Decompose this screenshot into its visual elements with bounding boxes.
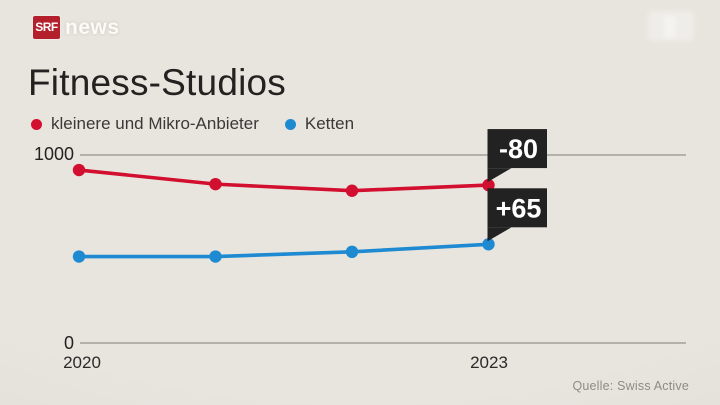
series-line-0: [77, 168, 491, 193]
source-caption: Quelle: Swiss Active: [572, 379, 689, 393]
x-axis-label-2023: 2023: [470, 353, 508, 372]
legend-dot-blue: [284, 118, 296, 130]
series-line-1: [77, 242, 491, 259]
callout-tail: [487, 227, 512, 242]
callout-label: +65: [496, 193, 542, 223]
page-title: Fitness-Studios: [28, 62, 286, 103]
chart-legend: kleinere und Mikro-Anbieter Ketten: [31, 114, 354, 134]
data-point: [482, 178, 495, 192]
channel-watermark-glyph: [664, 16, 676, 38]
data-point: [72, 250, 86, 263]
data-point: [209, 250, 222, 263]
legend-item-kleinere: kleinere und Mikro-Anbieter: [31, 114, 259, 134]
callout-label: -80: [499, 134, 538, 164]
data-point: [209, 177, 222, 191]
data-point: [345, 245, 359, 259]
legend-dot-red: [31, 118, 42, 130]
news-label: news: [65, 15, 120, 39]
callout-box: [487, 188, 547, 228]
data-point: [72, 163, 86, 177]
callout-tail: [487, 168, 512, 183]
callout-box: [487, 129, 547, 169]
legend-item-ketten: Ketten: [284, 114, 355, 134]
y-axis-label-1000: 1000: [33, 144, 74, 164]
srf-news-logo: SRF news: [33, 15, 120, 39]
x-axis-label-2020: 2020: [63, 353, 101, 372]
channel-watermark: [648, 11, 694, 41]
legend-label-kleinere: kleinere und Mikro-Anbieter: [51, 114, 259, 133]
srf-logo-icon: SRF: [33, 15, 60, 39]
y-axis-label-0: 0: [63, 333, 74, 353]
data-point: [482, 238, 495, 251]
legend-label-ketten: Ketten: [304, 114, 355, 133]
data-point: [345, 184, 359, 197]
srf-logo-text: SRF: [35, 20, 58, 34]
